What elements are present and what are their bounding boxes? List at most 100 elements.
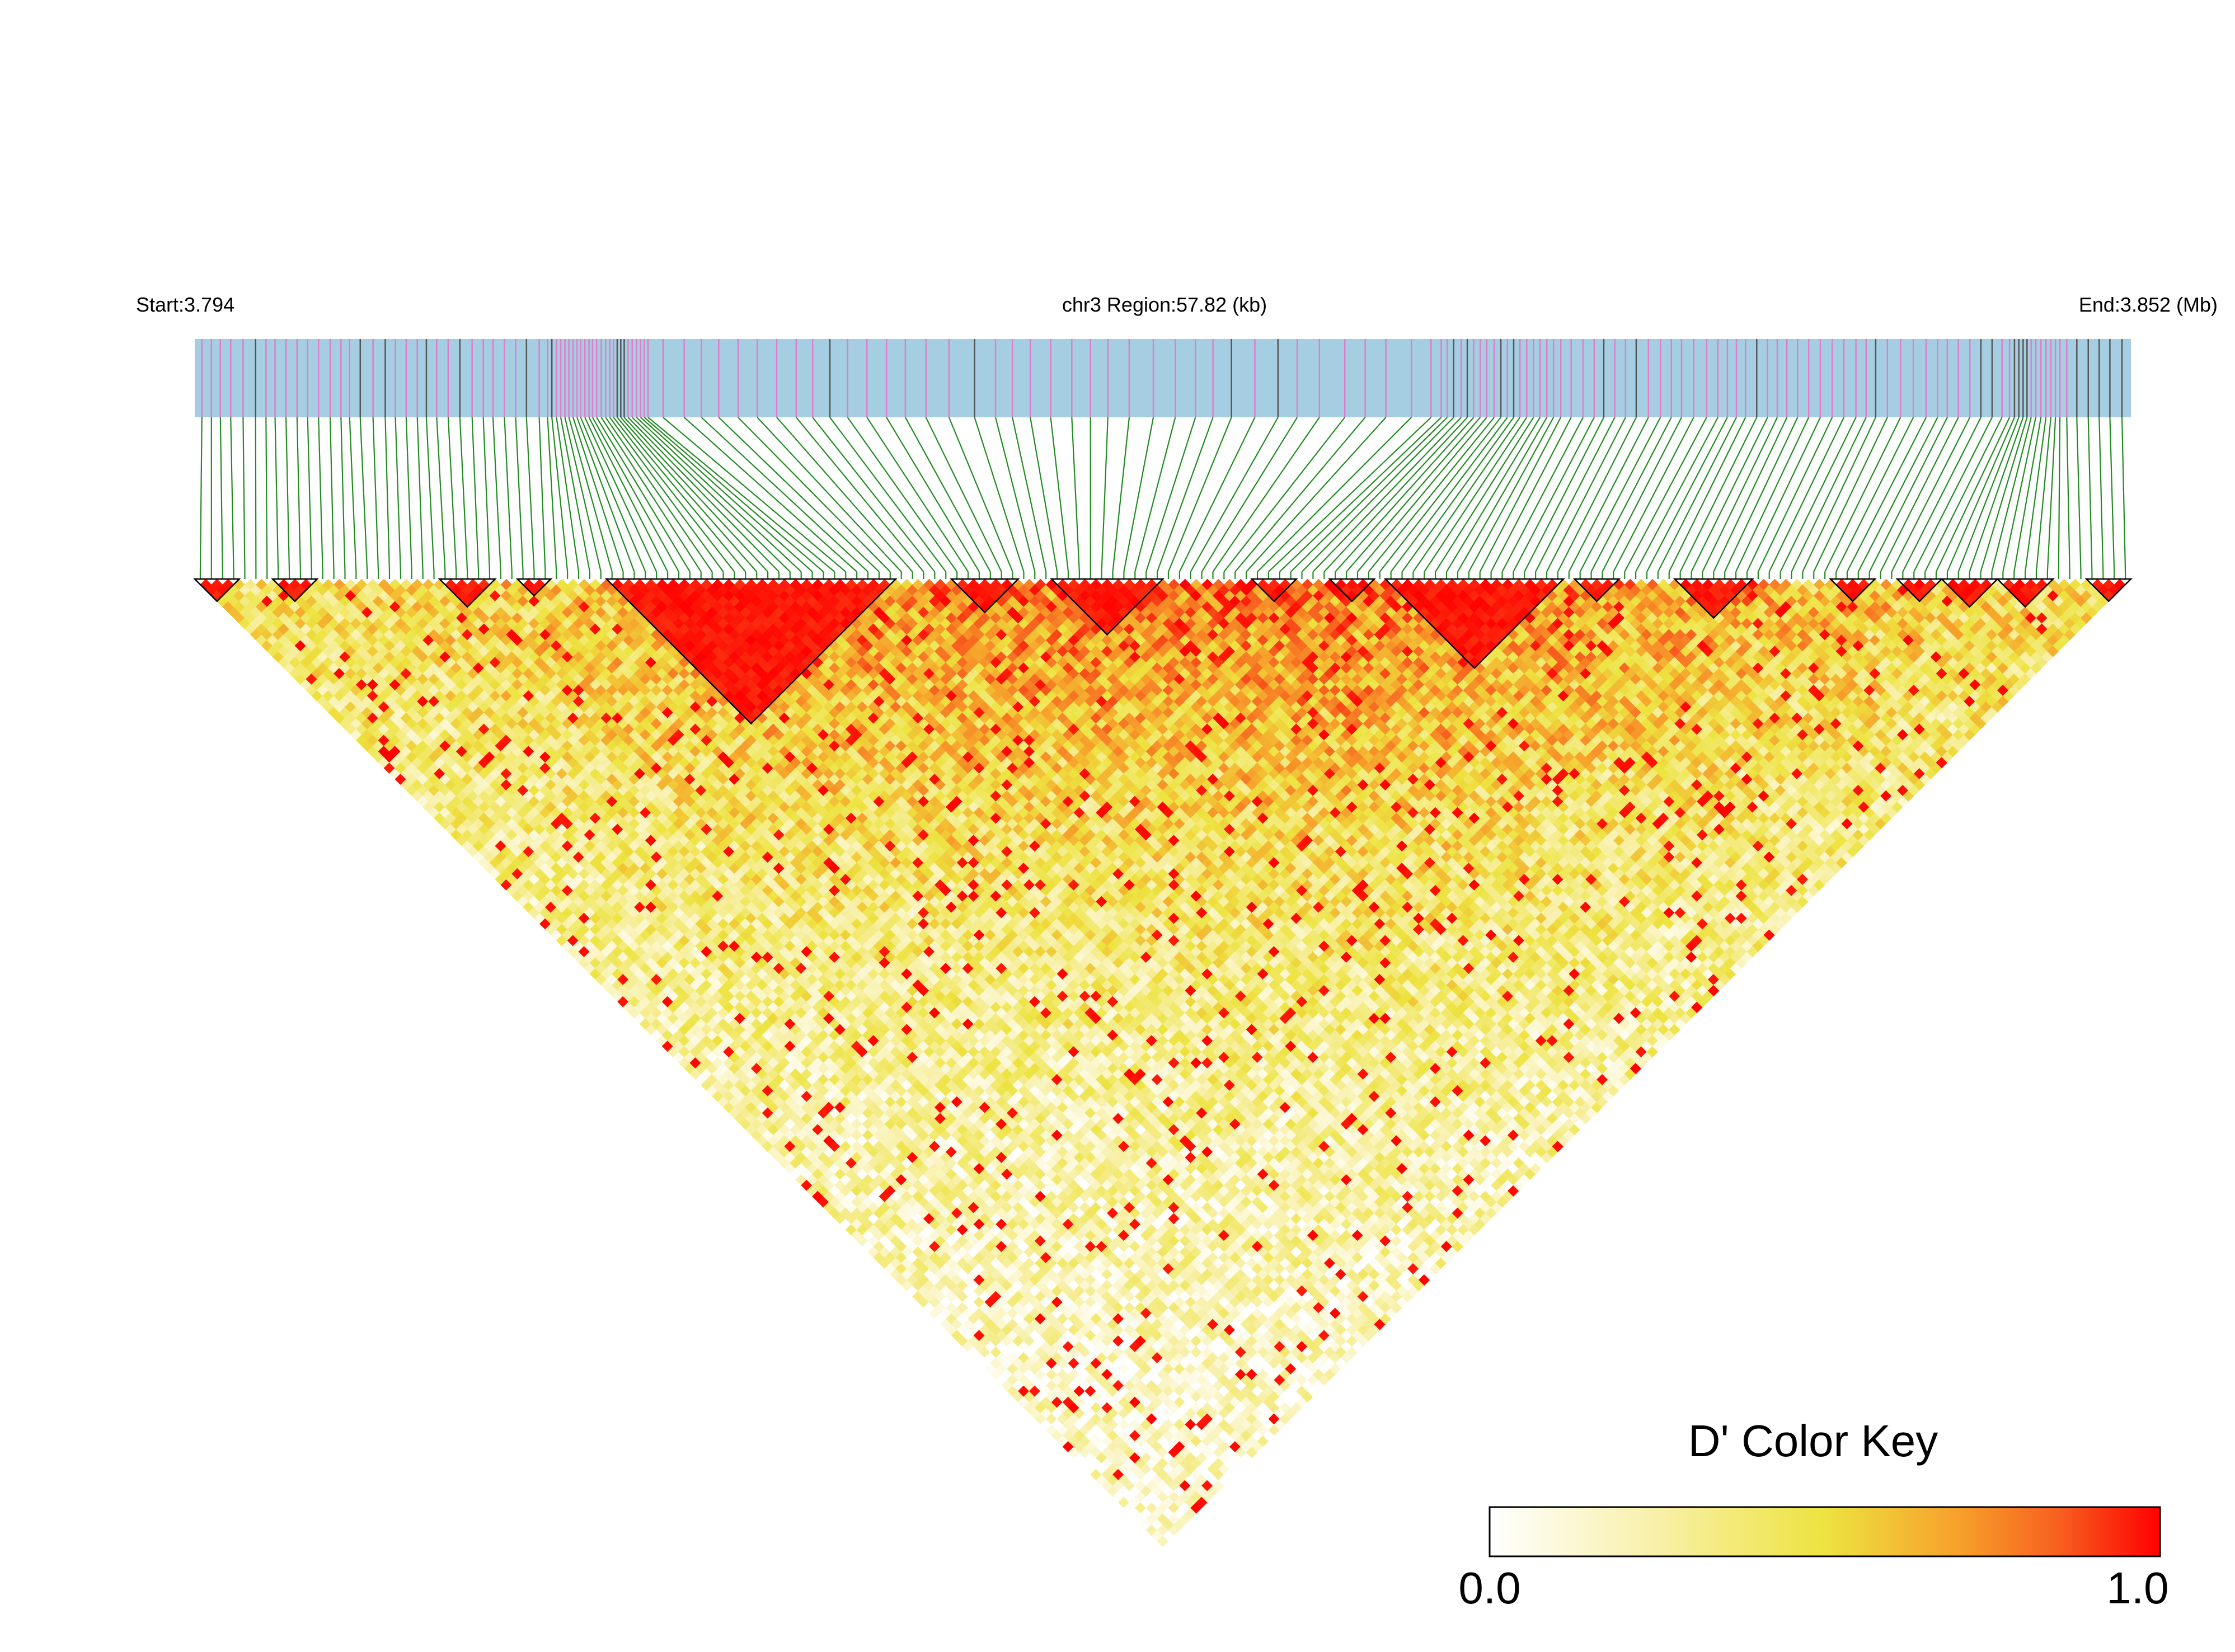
ld-cell bbox=[890, 1190, 902, 1202]
ld-cell bbox=[845, 1202, 857, 1213]
snp-connector-line bbox=[405, 417, 412, 572]
snp-connector-line bbox=[1802, 417, 1876, 572]
snp-connector-line bbox=[2035, 417, 2051, 572]
ld-cell bbox=[1040, 1352, 1052, 1364]
snp-connector-line bbox=[1924, 417, 2003, 572]
ld-cell bbox=[1112, 1469, 1124, 1481]
ld-cell bbox=[901, 1246, 913, 1258]
snp-connector-line bbox=[1279, 417, 1442, 572]
snp-connector-line bbox=[1071, 417, 1080, 572]
snp-connector-line bbox=[1490, 417, 1572, 572]
ld-cell bbox=[1073, 1408, 1086, 1419]
snp-connectors bbox=[199, 417, 2126, 579]
ld-cell bbox=[879, 1190, 891, 1202]
snp-connector-line bbox=[1190, 417, 1279, 572]
ld-cell bbox=[812, 1168, 824, 1180]
ld-cell bbox=[879, 1202, 891, 1213]
ld-cell bbox=[1073, 1396, 1086, 1408]
snp-connector-line bbox=[718, 417, 880, 572]
ld-cell bbox=[1096, 1408, 1107, 1419]
snp-connector-line bbox=[738, 417, 891, 572]
ld-cell bbox=[856, 1223, 868, 1236]
snp-connector-line bbox=[1546, 417, 1626, 572]
snp-connector-line bbox=[538, 417, 546, 572]
ld-cell bbox=[984, 1263, 997, 1275]
snp-connector-line bbox=[1201, 417, 1298, 572]
ld-cell bbox=[1118, 1463, 1130, 1475]
snp-connector-line bbox=[307, 417, 312, 572]
ld-cell bbox=[962, 1263, 974, 1275]
snp-connector-line bbox=[776, 417, 913, 572]
snp-connector-line bbox=[492, 417, 501, 572]
ld-cell bbox=[1084, 1463, 1097, 1475]
ld-cell bbox=[1190, 1469, 1202, 1481]
ld-cell bbox=[1045, 1335, 1058, 1347]
snp-connector-line bbox=[2087, 417, 2093, 572]
ld-cell bbox=[1073, 1352, 1086, 1364]
snp-connector-line bbox=[1257, 417, 1412, 572]
snp-connector-line bbox=[925, 417, 1002, 572]
snp-connector-line bbox=[1724, 417, 1799, 572]
ld-cell bbox=[839, 1151, 852, 1164]
ld-cell bbox=[901, 1190, 913, 1202]
ld-cell bbox=[1040, 1408, 1052, 1419]
ld-cell bbox=[956, 1302, 969, 1314]
ld-cell bbox=[962, 1318, 974, 1330]
ld-cell bbox=[979, 1335, 991, 1347]
snp-ticks bbox=[201, 339, 2123, 417]
snp-connector-line bbox=[447, 417, 457, 572]
snp-connector-line bbox=[1050, 417, 1069, 572]
ld-cell bbox=[923, 1223, 935, 1236]
ld-cell bbox=[1034, 1335, 1046, 1347]
snp-connector-line bbox=[904, 417, 991, 572]
ld-cell bbox=[1001, 1335, 1013, 1347]
ld-cell bbox=[984, 1340, 997, 1353]
ld-cell bbox=[1118, 1396, 1130, 1408]
ld-cell bbox=[873, 1240, 885, 1253]
ld-cell bbox=[829, 1185, 841, 1197]
ld-cell bbox=[1057, 1335, 1069, 1347]
ld-cell bbox=[990, 1279, 1002, 1292]
ld-cell bbox=[1084, 1429, 1097, 1442]
snp-connector-line bbox=[1557, 417, 1637, 572]
snp-connector-line bbox=[1468, 417, 1555, 572]
snp-connector-line bbox=[395, 417, 401, 572]
ld-cell bbox=[1040, 1396, 1052, 1408]
ld-cell bbox=[1045, 1357, 1058, 1369]
ld-cell bbox=[845, 1146, 857, 1158]
ld-cell bbox=[884, 1185, 896, 1197]
snp-connector-line bbox=[1501, 417, 1584, 572]
ld-cell bbox=[1096, 1396, 1107, 1408]
snp-connector-line bbox=[1513, 417, 1595, 572]
ld-cell bbox=[1118, 1429, 1130, 1442]
snp-connector-line bbox=[1936, 417, 2011, 572]
snp-connector-line bbox=[1323, 417, 1468, 572]
snp-connector-line bbox=[1524, 417, 1604, 572]
snp-connector-line bbox=[1123, 417, 1154, 572]
ld-cell bbox=[929, 1263, 941, 1275]
ld-cell bbox=[973, 1318, 985, 1330]
snp-connector-line bbox=[329, 417, 335, 572]
ld-cell bbox=[1173, 1452, 1186, 1464]
snp-connector-line bbox=[560, 417, 591, 572]
ld-cell bbox=[1196, 1485, 1208, 1497]
ld-cell bbox=[1062, 1374, 1074, 1386]
ld-cell bbox=[1112, 1446, 1124, 1458]
ld-cell bbox=[973, 1340, 985, 1353]
snp-connector-line bbox=[2002, 417, 2037, 572]
ld-cell bbox=[984, 1352, 997, 1364]
ld-cell bbox=[923, 1279, 935, 1292]
snp-connector-line bbox=[1791, 417, 1867, 572]
snp-connector-line bbox=[1424, 417, 1528, 572]
ld-cell bbox=[1029, 1340, 1041, 1353]
ld-cell bbox=[856, 1190, 868, 1202]
snp-connector-line bbox=[1479, 417, 1562, 572]
snp-connector-line bbox=[1735, 417, 1810, 572]
ld-cell bbox=[1107, 1396, 1119, 1408]
snp-connector-line bbox=[1412, 417, 1521, 572]
snp-connector-line bbox=[584, 417, 658, 572]
ld-cell bbox=[951, 1296, 963, 1308]
ld-cell bbox=[1062, 1340, 1074, 1353]
ld-cell bbox=[778, 1146, 791, 1158]
snp-connector-line bbox=[1957, 417, 2020, 572]
